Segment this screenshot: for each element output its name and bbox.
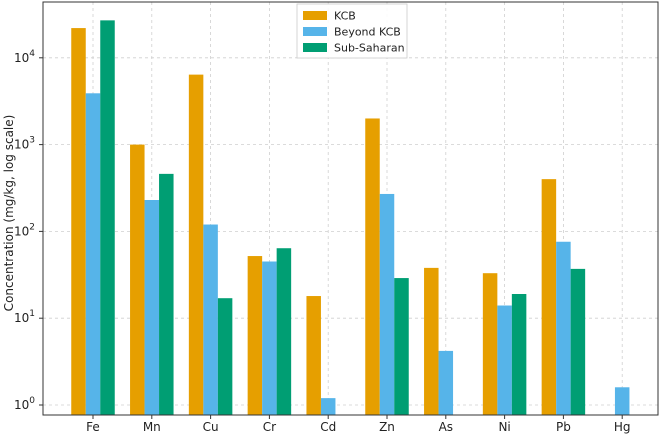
bar-kcb-zn <box>365 118 380 416</box>
x-tick-label-zn: Zn <box>379 420 395 434</box>
bar-beyond-kcb-cd <box>320 398 336 415</box>
bar-kcb-fe <box>71 28 86 416</box>
bar-kcb-as <box>424 267 439 415</box>
x-tick-label-as: As <box>439 420 453 434</box>
bar-kcb-ni <box>482 273 498 415</box>
x-tick-label-cr: Cr <box>263 420 276 434</box>
x-tick-label-hg: Hg <box>614 420 631 434</box>
bar-beyond-kcb-ni <box>497 305 512 415</box>
bar-sub-saharan-mn <box>159 173 174 415</box>
bar-kcb-mn <box>130 144 145 415</box>
y-tick-label: 102 <box>14 222 35 238</box>
bar-beyond-kcb-cu <box>203 224 218 415</box>
y-tick-label: 104 <box>14 49 35 65</box>
bar-beyond-kcb-pb <box>556 241 571 415</box>
legend-label-sub-saharan: Sub-Saharan <box>334 42 405 55</box>
bar-sub-saharan-ni <box>511 294 527 415</box>
bar-kcb-cr <box>247 256 263 415</box>
bar-sub-saharan-pb <box>570 268 586 415</box>
legend-swatch-sub-saharan <box>303 43 327 52</box>
x-tick-label-pb: Pb <box>556 420 571 434</box>
y-tick-label: 103 <box>14 136 35 152</box>
plot-frame <box>42 1 659 416</box>
bar-beyond-kcb-cr <box>262 261 277 415</box>
bar-beyond-kcb-zn <box>379 193 395 415</box>
y-axis-label: Concentration (mg/kg, log scale) <box>2 115 16 312</box>
x-tick-label-cd: Cd <box>320 420 336 434</box>
x-tick-label-fe: Fe <box>86 420 100 434</box>
bar-beyond-kcb-hg <box>614 387 630 415</box>
bar-kcb-cd <box>306 296 321 415</box>
legend-label-beyond-kcb: Beyond KCB <box>334 26 401 39</box>
bar-sub-saharan-fe <box>100 20 115 415</box>
bar-kcb-cu <box>188 74 204 415</box>
bar-beyond-kcb-as <box>438 350 454 415</box>
bar-sub-saharan-cu <box>217 298 233 415</box>
y-tick-labels: 100 101 102 103 104 <box>14 49 43 412</box>
legend: KCB Beyond KCB Sub-Saharan <box>296 3 408 59</box>
x-tick-label-mn: Mn <box>143 420 161 434</box>
y-tick-label: 100 <box>14 396 35 412</box>
bar-beyond-kcb-fe <box>85 93 101 415</box>
x-tick-label-cu: Cu <box>203 420 219 434</box>
x-tick-label-ni: Ni <box>498 420 510 434</box>
legend-swatch-beyond-kcb <box>303 27 327 36</box>
y-tick-label: 101 <box>14 309 35 325</box>
bars <box>71 20 630 416</box>
legend-label-kcb: KCB <box>334 10 356 23</box>
bar-sub-saharan-zn <box>394 278 409 415</box>
x-tick-labels: Fe Mn Cu Cr Cd Zn As Ni Pb Hg <box>86 415 631 434</box>
bar-beyond-kcb-mn <box>144 200 160 415</box>
legend-swatch-kcb <box>303 11 327 20</box>
bar-kcb-pb <box>541 179 557 415</box>
bar-sub-saharan-cr <box>276 248 292 415</box>
